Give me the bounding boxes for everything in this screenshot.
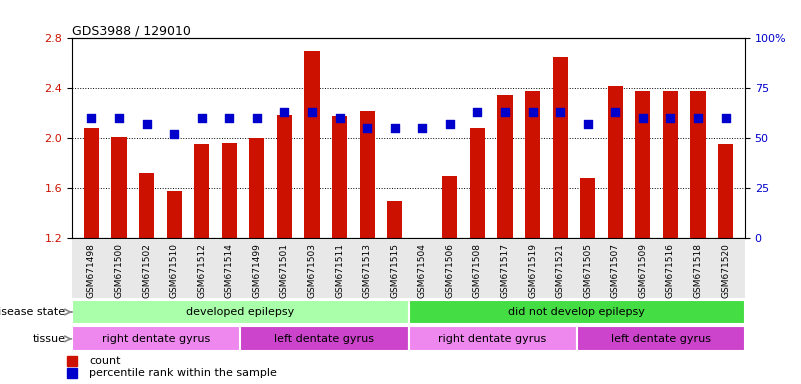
Text: GSM671507: GSM671507 bbox=[611, 243, 620, 298]
Bar bbox=[635, 91, 650, 238]
Text: count: count bbox=[89, 356, 120, 366]
Text: GSM671501: GSM671501 bbox=[280, 243, 289, 298]
Bar bbox=[139, 173, 154, 238]
Point bbox=[471, 109, 484, 115]
Text: GSM671517: GSM671517 bbox=[501, 243, 509, 298]
Text: GSM671521: GSM671521 bbox=[556, 243, 565, 298]
Bar bbox=[553, 57, 568, 238]
Text: GSM671510: GSM671510 bbox=[170, 243, 179, 298]
Point bbox=[333, 115, 346, 121]
Text: GSM671513: GSM671513 bbox=[363, 243, 372, 298]
Bar bbox=[470, 128, 485, 238]
Text: GSM671514: GSM671514 bbox=[225, 243, 234, 298]
Point bbox=[553, 109, 566, 115]
Point bbox=[691, 115, 704, 121]
Text: GSM671502: GSM671502 bbox=[142, 243, 151, 298]
Point bbox=[664, 115, 677, 121]
Text: GSM671503: GSM671503 bbox=[308, 243, 316, 298]
Bar bbox=[360, 111, 375, 238]
Point bbox=[719, 115, 732, 121]
Text: GSM671500: GSM671500 bbox=[115, 243, 123, 298]
Bar bbox=[387, 200, 402, 238]
Text: disease state: disease state bbox=[0, 307, 66, 317]
Point bbox=[388, 125, 401, 131]
Bar bbox=[409, 300, 745, 324]
Text: GSM671509: GSM671509 bbox=[638, 243, 647, 298]
Point bbox=[360, 125, 373, 131]
Bar bbox=[497, 94, 513, 238]
Bar bbox=[718, 144, 733, 238]
Text: GSM671515: GSM671515 bbox=[390, 243, 399, 298]
Bar bbox=[577, 326, 745, 351]
Bar bbox=[442, 175, 457, 238]
Text: tissue: tissue bbox=[32, 334, 66, 344]
Bar bbox=[409, 326, 577, 351]
Point bbox=[278, 109, 291, 115]
Text: GSM671506: GSM671506 bbox=[445, 243, 454, 298]
Text: percentile rank within the sample: percentile rank within the sample bbox=[89, 368, 277, 379]
Text: left dentate gyrus: left dentate gyrus bbox=[275, 334, 374, 344]
Bar bbox=[167, 190, 182, 238]
Bar bbox=[222, 143, 237, 238]
Bar bbox=[580, 178, 595, 238]
Point bbox=[251, 115, 264, 121]
Bar bbox=[663, 91, 678, 238]
Bar bbox=[304, 51, 320, 238]
Text: left dentate gyrus: left dentate gyrus bbox=[611, 334, 710, 344]
Bar bbox=[72, 240, 745, 298]
Bar bbox=[72, 326, 240, 351]
Text: GSM671512: GSM671512 bbox=[197, 243, 206, 298]
Text: GSM671520: GSM671520 bbox=[721, 243, 731, 298]
Bar bbox=[525, 91, 540, 238]
Text: GSM671519: GSM671519 bbox=[528, 243, 537, 298]
Bar bbox=[608, 86, 623, 238]
Text: GSM671504: GSM671504 bbox=[418, 243, 427, 298]
Text: GSM671516: GSM671516 bbox=[666, 243, 675, 298]
Point bbox=[85, 115, 98, 121]
Point bbox=[167, 131, 180, 137]
Point bbox=[195, 115, 208, 121]
Text: GSM671511: GSM671511 bbox=[335, 243, 344, 298]
Text: GSM671498: GSM671498 bbox=[87, 243, 96, 298]
Text: developed epilepsy: developed epilepsy bbox=[186, 307, 295, 317]
Bar bbox=[249, 138, 264, 238]
Point bbox=[140, 121, 153, 127]
Bar bbox=[690, 91, 706, 238]
Point bbox=[526, 109, 539, 115]
Bar bbox=[332, 116, 347, 238]
Text: GSM671499: GSM671499 bbox=[252, 243, 261, 298]
Bar bbox=[84, 128, 99, 238]
Bar bbox=[111, 137, 127, 238]
Bar bbox=[72, 300, 409, 324]
Bar bbox=[277, 114, 292, 238]
Text: GSM671508: GSM671508 bbox=[473, 243, 482, 298]
Text: GDS3988 / 129010: GDS3988 / 129010 bbox=[72, 24, 191, 37]
Bar bbox=[194, 144, 209, 238]
Point bbox=[113, 115, 126, 121]
Point bbox=[223, 115, 235, 121]
Point bbox=[609, 109, 622, 115]
Point bbox=[637, 115, 650, 121]
Point bbox=[444, 121, 457, 127]
Text: right dentate gyrus: right dentate gyrus bbox=[438, 334, 547, 344]
Point bbox=[306, 109, 319, 115]
Point bbox=[498, 109, 511, 115]
Text: did not develop epilepsy: did not develop epilepsy bbox=[509, 307, 645, 317]
Bar bbox=[240, 326, 409, 351]
Point bbox=[416, 125, 429, 131]
Text: right dentate gyrus: right dentate gyrus bbox=[102, 334, 211, 344]
Point bbox=[582, 121, 594, 127]
Text: GSM671505: GSM671505 bbox=[583, 243, 592, 298]
Text: GSM671518: GSM671518 bbox=[694, 243, 702, 298]
